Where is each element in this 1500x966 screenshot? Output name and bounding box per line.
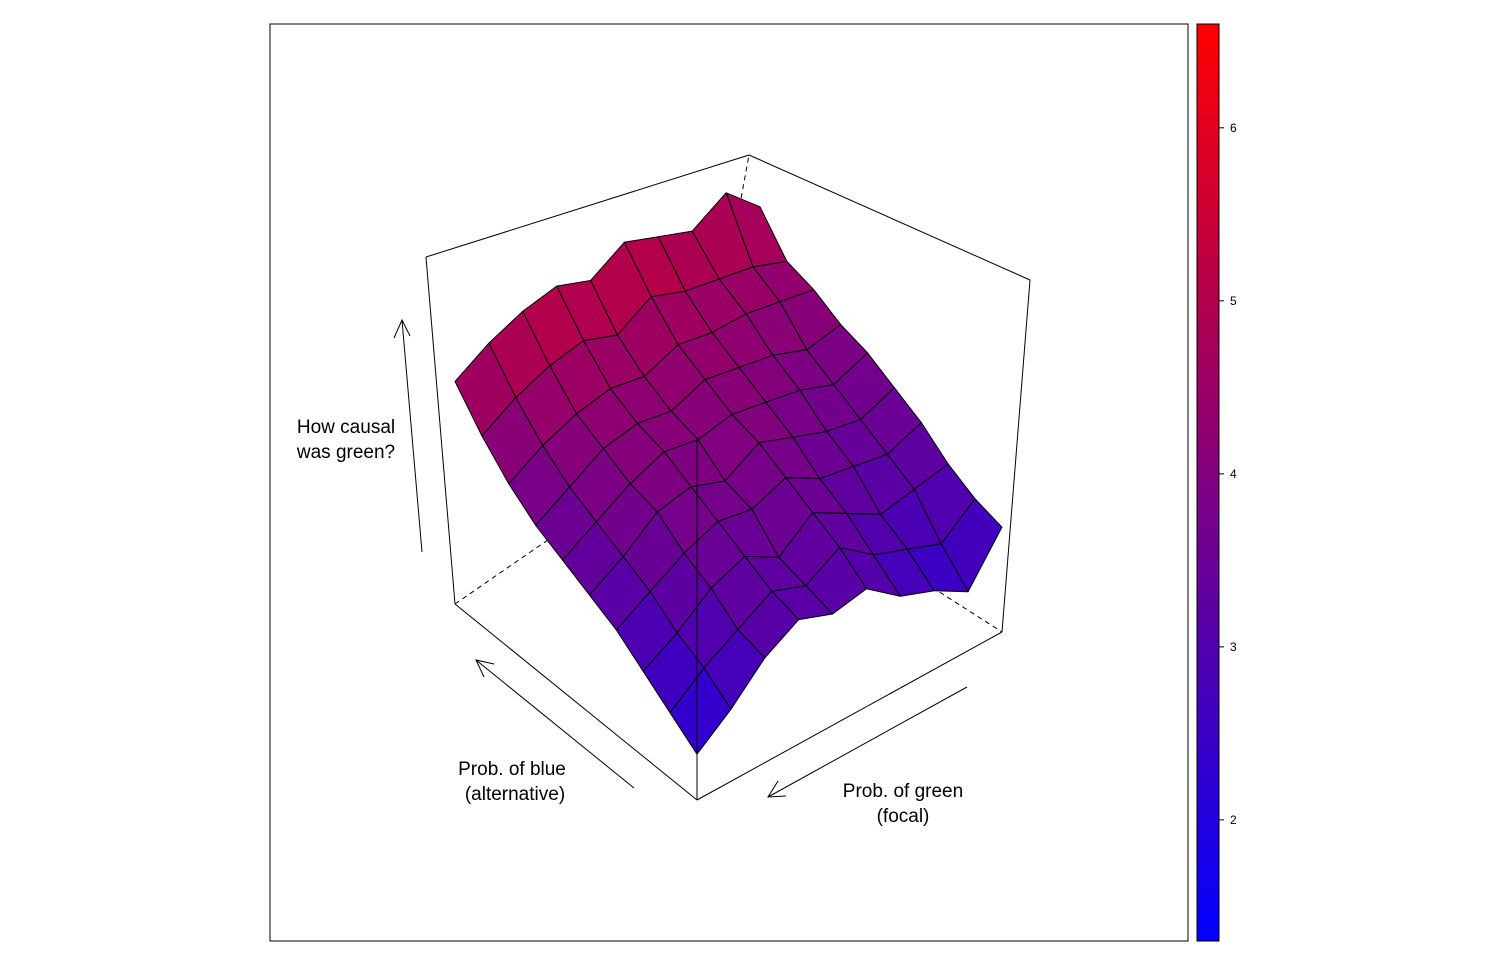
box-top-right-edge [748,154,1031,281]
box-bottom-right-edge [696,631,1003,801]
colorbar-tick-label: 3 [1230,640,1237,654]
box-left-vertical-edge [425,256,456,605]
plot-panel-border [269,23,1189,942]
colorbar [1196,23,1220,942]
colorbar-tick-label: 6 [1230,121,1237,135]
x-axis-label-line2: (alternative) [465,784,565,805]
z-axis-arrow [393,318,423,553]
x-axis-label-line1: Prob. of blue [458,759,566,780]
box-visible-edges [425,154,1031,801]
box-right-vertical-edge [1001,279,1031,633]
box-bottom-left-edge [454,603,698,801]
surface-facet [669,667,732,755]
z-axis-label-line1: How causal [297,417,395,438]
axis-arrows [393,318,968,798]
surface-mesh [454,192,1003,755]
x-axis-arrow [475,659,635,789]
colorbar-ticks: 2 3 4 5 6 [1219,121,1237,827]
y-axis-arrow [767,686,968,798]
colorbar-tick-label: 4 [1230,467,1237,481]
z-axis-label-line2: was green? [296,442,395,463]
colorbar-tick-label: 5 [1230,294,1237,308]
y-axis-label-line1: Prob. of green [843,781,963,802]
box-top-left-edge [425,154,750,258]
y-axis-label-line2: (focal) [877,806,930,827]
colorbar-tick-label: 2 [1230,813,1237,827]
